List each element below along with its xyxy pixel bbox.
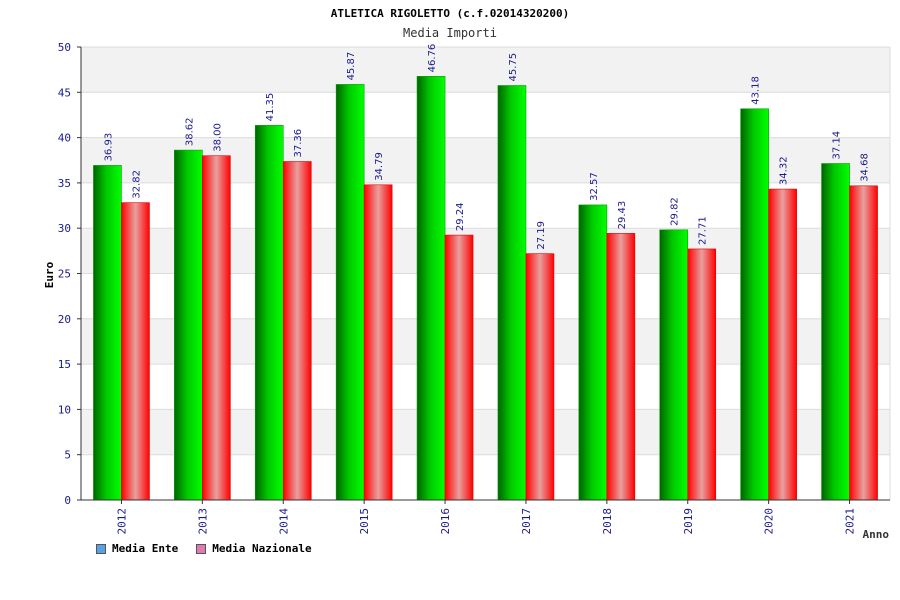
y-tick-label: 0	[64, 494, 71, 507]
chart-title: ATLETICA RIGOLETTO (c.f.02014320200)	[331, 7, 569, 20]
y-tick-label: 35	[58, 177, 71, 190]
bar-media-nazionale	[606, 233, 636, 501]
bar-media-nazionale	[768, 188, 797, 501]
legend: Media Ente Media Nazionale	[96, 542, 312, 555]
data-label: 27.19	[536, 221, 547, 250]
plot-band	[81, 47, 890, 93]
y-tick-label: 25	[58, 268, 71, 281]
bar-media-ente	[659, 229, 689, 501]
bar-media-ente	[335, 84, 365, 501]
data-label: 41.35	[265, 93, 276, 122]
x-tick-label: 2019	[682, 508, 695, 535]
data-label: 29.82	[670, 197, 681, 226]
x-tick-label: 2021	[844, 508, 857, 535]
y-tick-label: 5	[64, 449, 71, 462]
data-labels: 36.93 32.82 38.62 38.00 41.35 37.36 45.87 34.79…	[103, 44, 870, 250]
bar-media-nazionale	[282, 161, 312, 501]
bar-media-nazionale	[849, 185, 878, 501]
bar-media-ente	[416, 76, 446, 501]
legend-swatch-media-nazionale	[196, 543, 207, 554]
data-label: 46.76	[427, 44, 438, 73]
legend-item-media-nazionale: Media Nazionale	[196, 542, 312, 555]
chart-subtitle: Media Importi	[403, 26, 497, 40]
y-tick-label: 40	[58, 132, 71, 145]
y-axis-ticks: 0 5 10 15 20 25 30 35 40 45 50	[58, 41, 81, 507]
data-label: 38.62	[184, 117, 195, 146]
bar-media-nazionale	[202, 155, 231, 501]
data-label: 43.18	[751, 76, 762, 105]
data-label: 34.79	[374, 152, 385, 181]
bar-media-nazionale	[121, 202, 150, 501]
data-label: 37.36	[293, 129, 304, 158]
bar-media-ente	[497, 85, 527, 501]
x-tick-label: 2014	[277, 508, 290, 535]
bar-media-ente	[740, 108, 769, 501]
x-tick-label: 2012	[115, 508, 128, 535]
bar-media-ente	[174, 149, 203, 501]
data-label: 45.75	[508, 53, 519, 82]
legend-swatch-media-ente	[96, 543, 106, 554]
data-label: 37.14	[832, 131, 843, 160]
bar-media-ente	[254, 125, 284, 501]
data-label: 32.82	[131, 170, 142, 199]
data-label: 38.00	[212, 123, 223, 152]
bar-media-nazionale	[687, 248, 717, 501]
bars	[93, 76, 878, 501]
bar-media-ente	[821, 163, 850, 501]
data-label: 29.43	[617, 201, 628, 230]
data-label: 45.87	[346, 52, 357, 81]
x-tick-label: 2016	[439, 508, 452, 535]
y-tick-label: 10	[58, 403, 71, 416]
x-tick-label: 2015	[358, 508, 371, 535]
data-label: 27.71	[698, 216, 709, 245]
legend-label-media-ente: Media Ente	[112, 542, 179, 555]
legend-label-media-nazionale: Media Nazionale	[212, 542, 312, 555]
data-label: 34.32	[779, 156, 790, 185]
data-label: 32.57	[589, 172, 600, 201]
x-tick-label: 2018	[601, 508, 614, 535]
y-tick-label: 30	[58, 222, 71, 235]
y-tick-label: 20	[58, 313, 71, 326]
data-label: 29.24	[455, 202, 466, 231]
x-axis-ticks: 2012 2013 2014 2015 2016 2017 2018 2019 2020 2021	[115, 500, 857, 535]
bar-media-nazionale	[444, 234, 474, 501]
y-axis-label: Euro	[43, 261, 56, 288]
y-tick-label: 45	[58, 86, 71, 99]
x-tick-label: 2013	[196, 508, 209, 535]
data-label: 34.68	[860, 153, 871, 182]
x-tick-label: 2020	[763, 508, 776, 535]
y-tick-label: 15	[58, 358, 71, 371]
x-axis-label: Anno	[863, 528, 890, 541]
x-tick-label: 2017	[520, 508, 533, 535]
bar-media-nazionale	[525, 253, 555, 501]
bar-media-ente	[93, 165, 122, 501]
bar-media-ente	[578, 204, 608, 501]
bar-media-nazionale	[363, 184, 393, 501]
data-label: 36.93	[103, 133, 114, 162]
legend-item-media-ente: Media Ente	[96, 542, 178, 555]
y-tick-label: 50	[58, 41, 71, 54]
